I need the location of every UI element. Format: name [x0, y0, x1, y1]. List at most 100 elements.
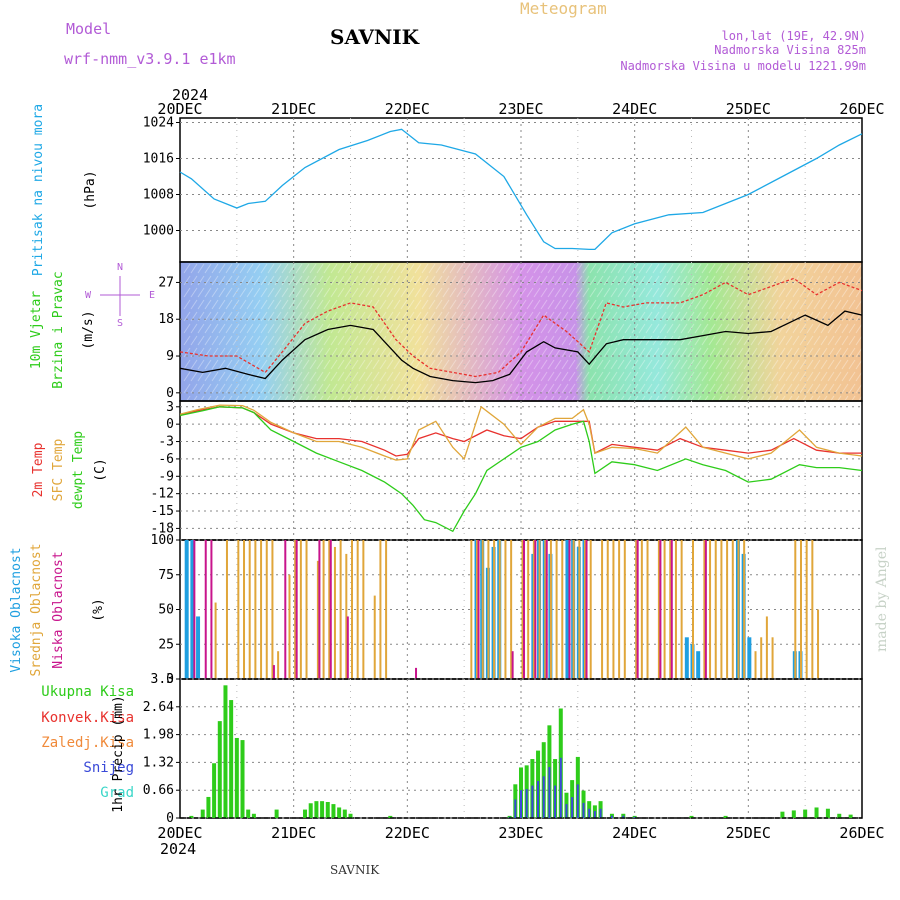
precip-snow-bar [514, 799, 517, 818]
cloud-bar [714, 540, 717, 679]
x-tick-label-top: 20DEC [157, 100, 202, 118]
precip-bar [689, 815, 694, 818]
cloud-bar [272, 665, 275, 679]
cloud-bar [243, 540, 246, 679]
cloud-bar [703, 540, 706, 679]
x-tick-label-top: 25DEC [726, 100, 771, 118]
cloud-bar [260, 540, 263, 679]
y-tick-label: 0 [166, 811, 174, 826]
precip-snow-bar [622, 815, 625, 818]
temp-unit: (C) [93, 458, 108, 481]
cloud-bar [720, 540, 723, 679]
x-tick-label-top: 21DEC [271, 100, 316, 118]
panel-temperature: 3 0 -3 -6 -9 -12 -15 -18 [151, 400, 863, 541]
compass-s: S [117, 318, 123, 329]
x-tick-label-top: 26DEC [839, 100, 884, 118]
cloud-bar [534, 540, 537, 679]
precip-bar [331, 804, 336, 818]
cloud-bar [568, 540, 571, 679]
precip-legend-2: Zaledj.Kisa [41, 735, 134, 751]
cloud-bar [657, 540, 660, 679]
cloud-bar [521, 540, 524, 679]
precip-bar [189, 815, 194, 818]
y-tick-label: 75 [158, 568, 174, 583]
precip-bar [337, 807, 342, 818]
precip-bar [320, 801, 325, 818]
cloud-bar [737, 540, 740, 679]
cloud-bar [532, 540, 535, 679]
precip-bar [825, 808, 830, 818]
wind-axis-title: 10m Vjetar [29, 291, 44, 369]
cloud-bar [294, 540, 297, 679]
panel-precip: 3.3 2.64 1.98 1.32 0.66 0 [143, 672, 863, 826]
cloud-bar [623, 540, 626, 679]
cloud-bar [415, 667, 418, 679]
y-tick-label: -6 [158, 452, 174, 467]
y-tick-label: 3 [166, 400, 174, 415]
cloud-bar [271, 540, 274, 679]
cloud-bar [318, 540, 321, 679]
cloud-bar [704, 540, 707, 679]
cloud-bar [210, 540, 213, 679]
x-tick-label-bottom: 25DEC [726, 824, 771, 842]
y-tick-label: -15 [151, 504, 174, 519]
cloud-bar [584, 540, 587, 679]
cloud-low-axis-title: Niska Oblacnost [51, 551, 66, 668]
panel-pressure: 1024 1016 1008 1000 [143, 116, 863, 263]
precip-snow-bar [542, 776, 545, 818]
cloud-bar [589, 540, 592, 679]
y-tick-label: 25 [158, 637, 174, 652]
cloud-bar [635, 540, 638, 679]
cloud-bar [578, 540, 581, 679]
precip-bar [780, 811, 785, 818]
cloud-bar [760, 637, 763, 679]
cloud-bar [794, 540, 797, 679]
precip-bar [814, 807, 819, 818]
cloud-bar [477, 540, 480, 679]
footer-station: SAVNIK [330, 863, 380, 877]
y-tick-label: 1016 [143, 152, 174, 167]
cloud-bar [204, 540, 207, 679]
year-bottom: 2024 [160, 840, 196, 858]
series-pressure-0 [179, 128, 863, 251]
cloud-bar [193, 540, 196, 679]
y-tick-label: 1024 [143, 116, 174, 131]
series-temperature-2 [179, 406, 863, 533]
cloud-bar [345, 553, 348, 679]
y-tick-label: 27 [158, 275, 174, 290]
x-tick-label-bottom: 21DEC [271, 824, 316, 842]
precip-snow-bar [593, 811, 596, 818]
cloud-bar [329, 540, 332, 679]
cloud-bar [190, 540, 195, 679]
wind-unit: (m/s) [81, 310, 96, 349]
cloud-bar [351, 540, 353, 679]
precip-bar [246, 809, 251, 818]
cloud-bar [510, 540, 513, 679]
cloud-bar [493, 540, 496, 679]
panel-frame [179, 400, 863, 541]
cloud-bar [747, 637, 752, 679]
precip-snow-bar [599, 808, 602, 818]
precip-snow-bar [520, 790, 522, 818]
cloud-bar [731, 540, 734, 679]
x-tick-label-bottom: 23DEC [498, 824, 543, 842]
cloud-bar [659, 540, 662, 679]
pressure-unit: (hPa) [83, 170, 98, 209]
y-tick-label: -18 [151, 521, 174, 536]
precip-snow-bar [525, 789, 528, 818]
model-altitude-text: Nadmorska Visina u modelu 1221.99m [620, 59, 866, 73]
cloud-bar [612, 540, 615, 679]
precip-bar [303, 809, 308, 818]
precip-bar [212, 763, 217, 818]
coords-text: lon,lat (19E, 42.9N) [722, 29, 867, 43]
product-title: Meteogram [520, 0, 607, 18]
cloud-bar [670, 540, 673, 679]
cloud-bar [669, 540, 672, 679]
precip-bar [234, 737, 239, 818]
y-tick-label: 0 [166, 672, 174, 687]
chart-layers: 20DEC 20DEC 21DEC 21DEC 22DEC 22DEC 23DEC 23DEC… [9, 100, 885, 842]
cloud-bar [572, 540, 575, 679]
x-tick-label-top: 24DEC [612, 100, 657, 118]
y-tick-label: 9 [166, 349, 174, 364]
